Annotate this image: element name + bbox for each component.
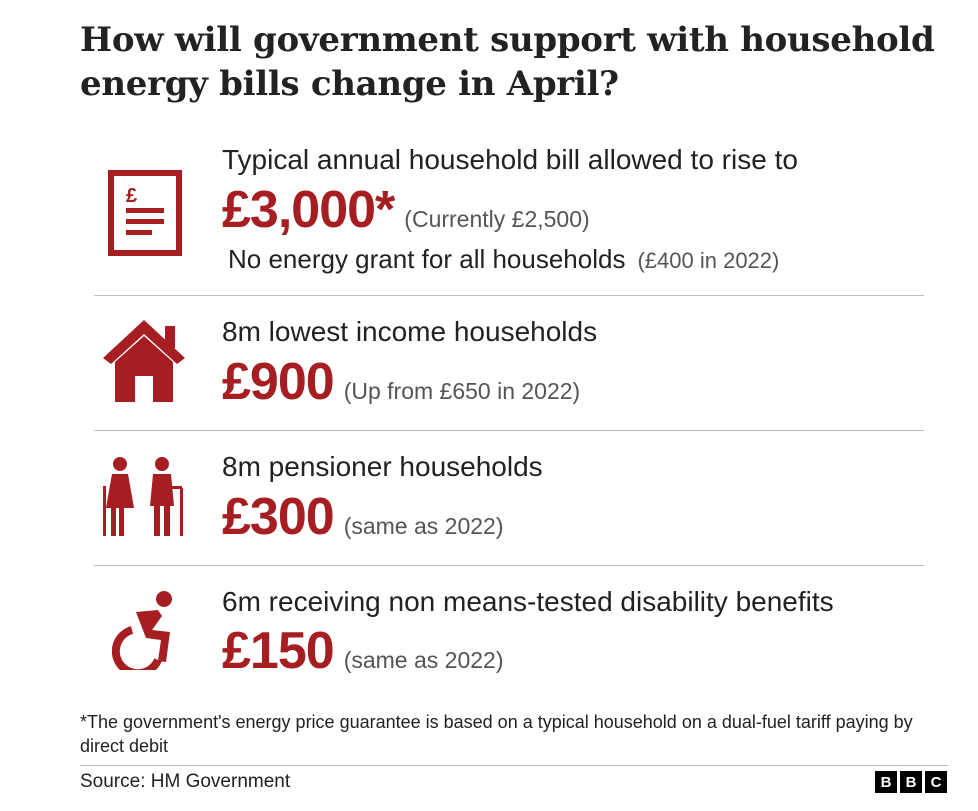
footer-divider (80, 765, 948, 766)
amount-note: (same as 2022) (343, 647, 504, 673)
logo-letter: B (900, 771, 922, 793)
amount-value: £900 (222, 353, 335, 411)
divider (94, 565, 924, 566)
amount-note: (Up from £650 in 2022) (343, 378, 581, 404)
sub-label: No energy grant for all households (228, 244, 626, 274)
amount-value: £300 (222, 488, 335, 546)
logo-letter: C (925, 771, 947, 793)
bbc-logo: B B C (875, 771, 947, 793)
row-label: 8m lowest income households (222, 316, 598, 347)
divider (94, 295, 924, 296)
row-label: 8m pensioner households (222, 451, 543, 482)
footnote: *The government's energy price guarantee… (80, 712, 913, 756)
bill-icon: £ (108, 170, 182, 256)
amount-note: (Currently £2,500) (404, 206, 590, 232)
divider (94, 430, 924, 431)
row-label: Typical annual household bill allowed to… (222, 144, 798, 175)
page-title: How will government support with househo… (80, 20, 935, 104)
svg-text:£: £ (126, 185, 137, 207)
house-icon (103, 320, 185, 402)
amount-value: £3,000* (222, 181, 395, 239)
sub-note: (£400 in 2022) (637, 248, 780, 273)
logo-letter: B (875, 771, 897, 793)
pensioners-icon (103, 457, 183, 536)
source-label: Source: HM Government (80, 771, 291, 792)
wheelchair-icon (112, 591, 172, 670)
row-label: 6m receiving non means-tested disability… (222, 586, 834, 617)
amount-note: (same as 2022) (343, 513, 504, 539)
amount-value: £150 (222, 622, 335, 680)
